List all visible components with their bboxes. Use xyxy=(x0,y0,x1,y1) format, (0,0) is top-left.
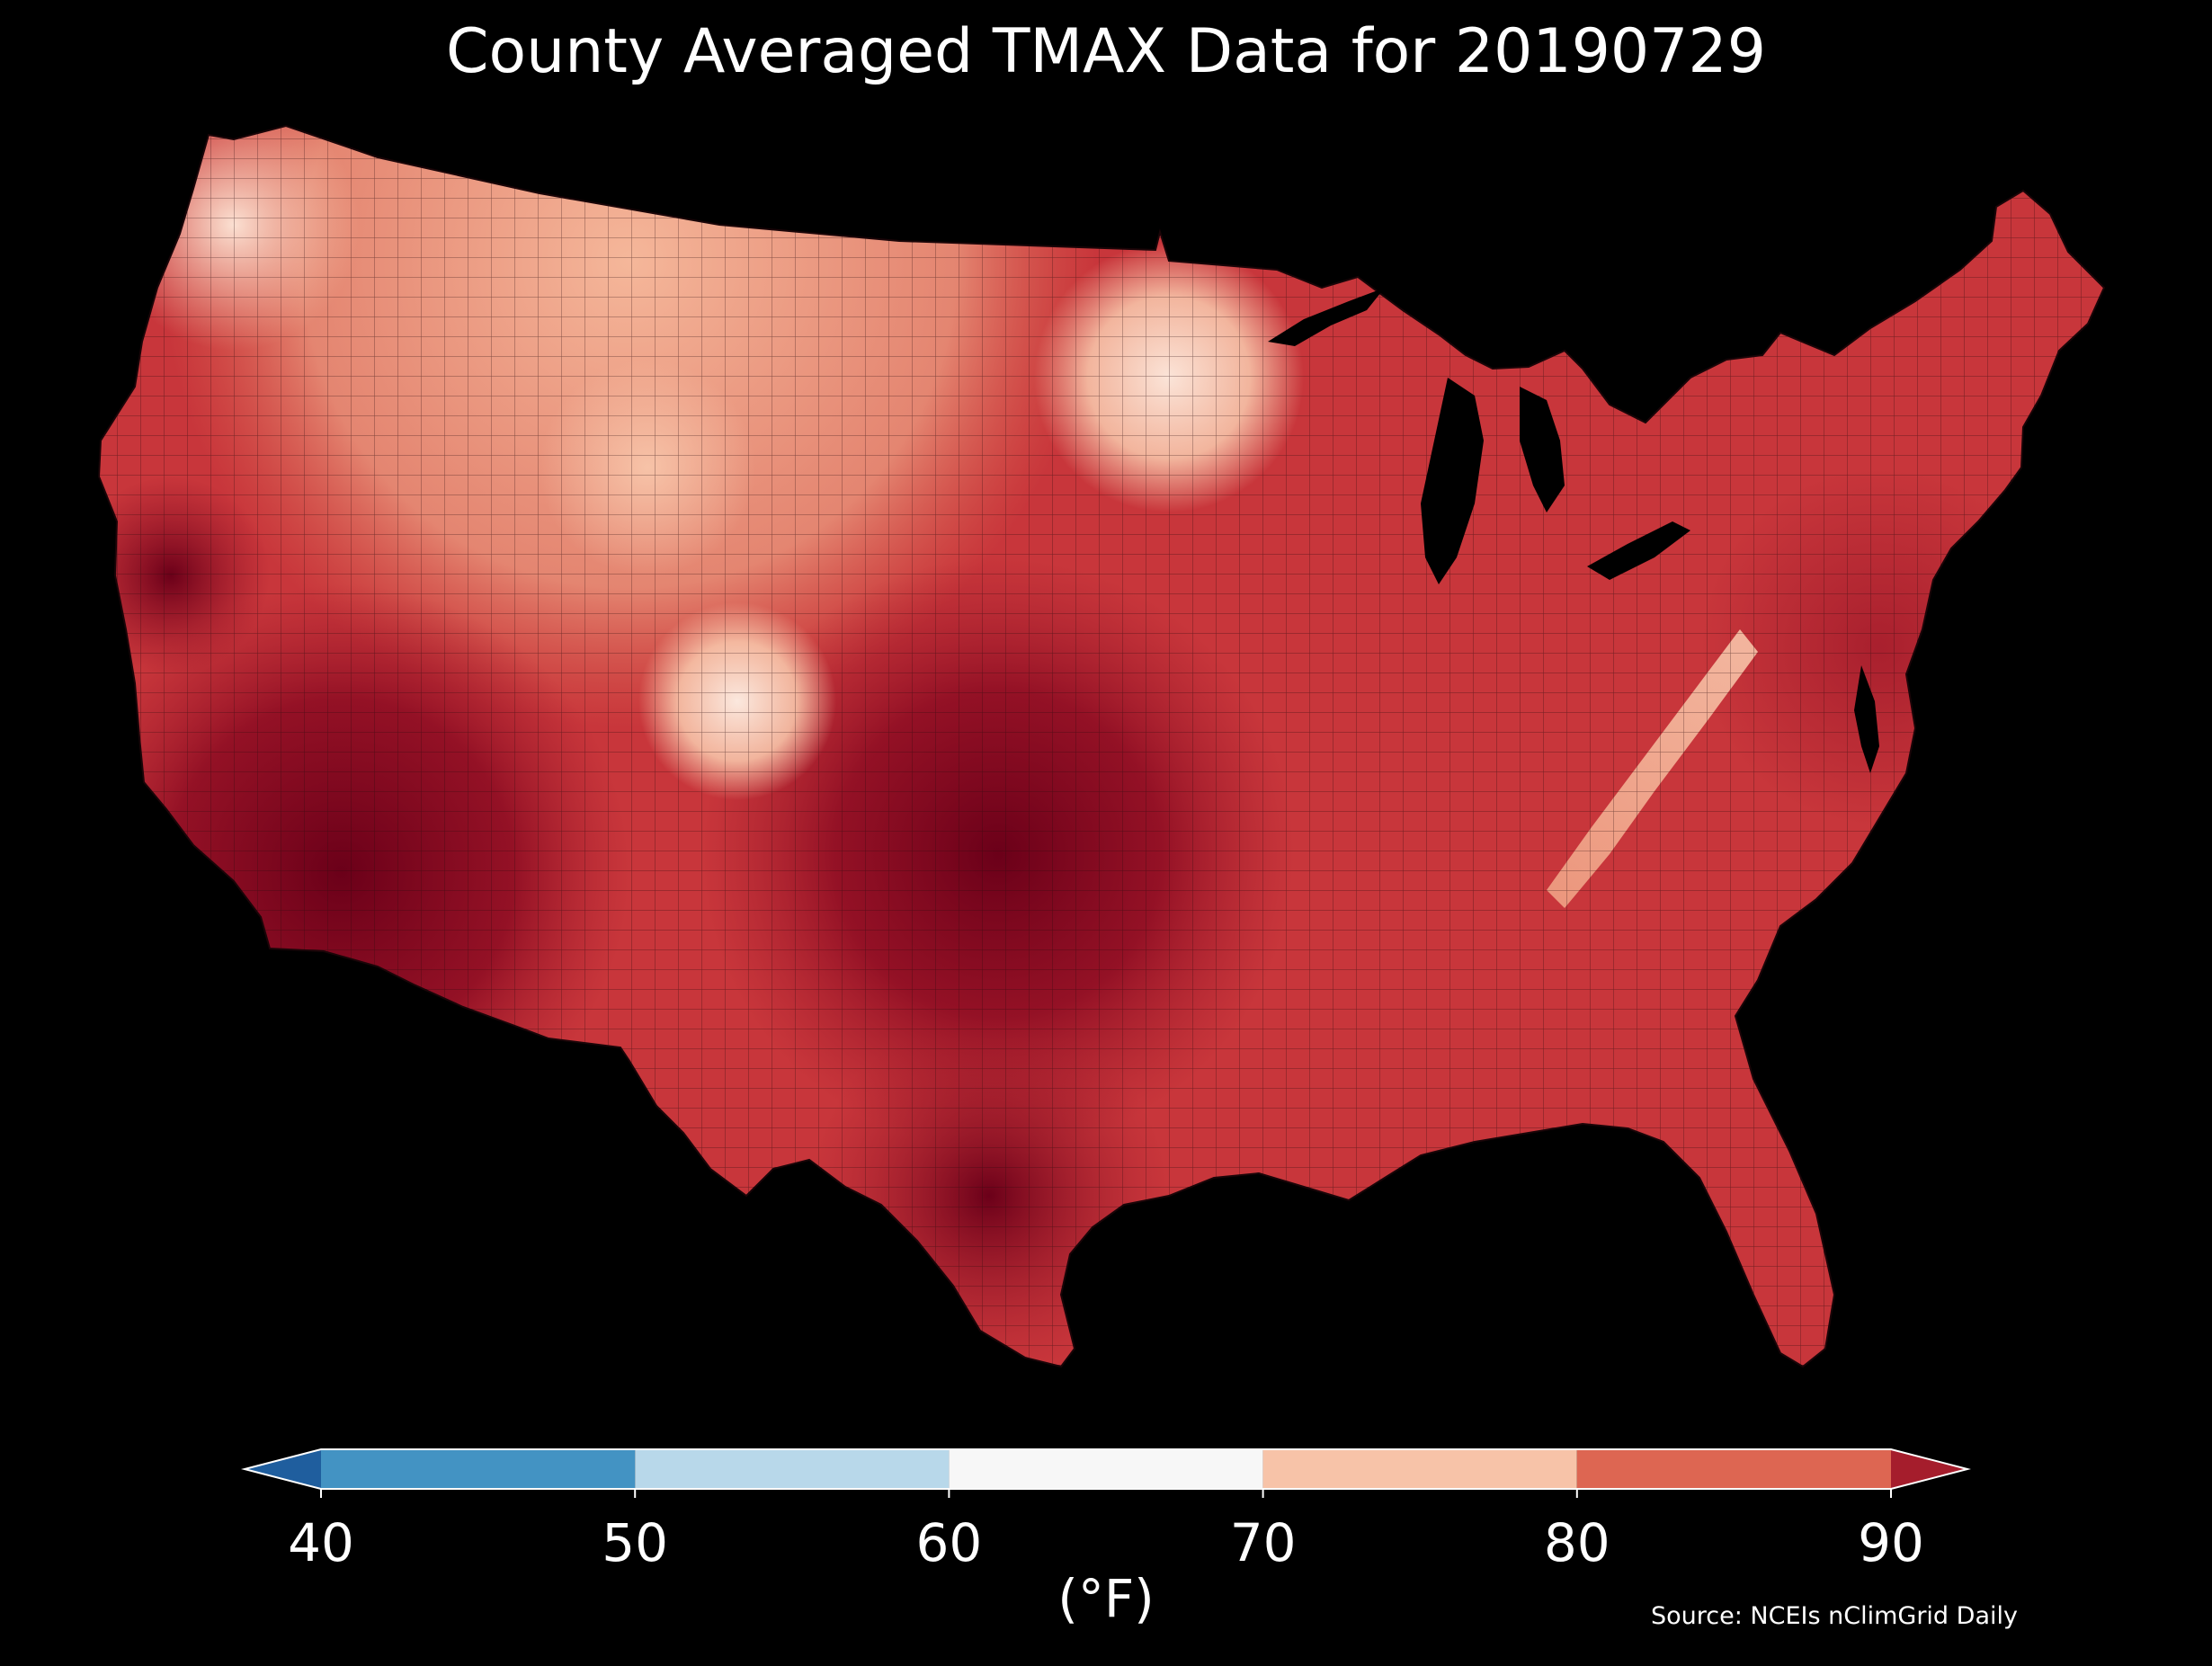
colorbar-unit-label: (°F) xyxy=(1057,1568,1155,1629)
colorbar-tick-label-80: 80 xyxy=(1544,1512,1610,1573)
us-outline xyxy=(97,124,2106,1368)
colorbar-tick-label-60: 60 xyxy=(915,1512,982,1573)
chesapeake-bay xyxy=(1854,665,1879,773)
colorbar-bin-70-80 xyxy=(1262,1449,1577,1489)
colorbar-tick-label-50: 50 xyxy=(602,1512,668,1573)
lake-huron xyxy=(1520,387,1565,512)
colorbar-extend-low xyxy=(245,1449,321,1489)
source-credit: Source: NCEIs nClimGrid Daily xyxy=(1651,1602,2018,1630)
colorbar-bin-60-70 xyxy=(949,1449,1263,1489)
colorbar-legend: 40 50 60 70 80 90 xyxy=(241,1448,1971,1573)
lake-michigan xyxy=(1421,378,1484,584)
colorbar-extend-high xyxy=(1891,1449,1967,1489)
colorbar-tick-label-40: 40 xyxy=(288,1512,354,1573)
colorbar-bin-40-50 xyxy=(321,1449,636,1489)
map-title: County Averaged TMAX Data for 20190729 xyxy=(446,16,1766,87)
colorbar-tick-label-90: 90 xyxy=(1858,1512,1924,1573)
colorbar-tick-label-70: 70 xyxy=(1230,1512,1297,1573)
colorbar-bin-80-90 xyxy=(1576,1449,1891,1489)
lake-superior xyxy=(1268,288,1385,346)
colorbar-bin-50-60 xyxy=(635,1449,950,1489)
lake-erie xyxy=(1587,521,1690,580)
